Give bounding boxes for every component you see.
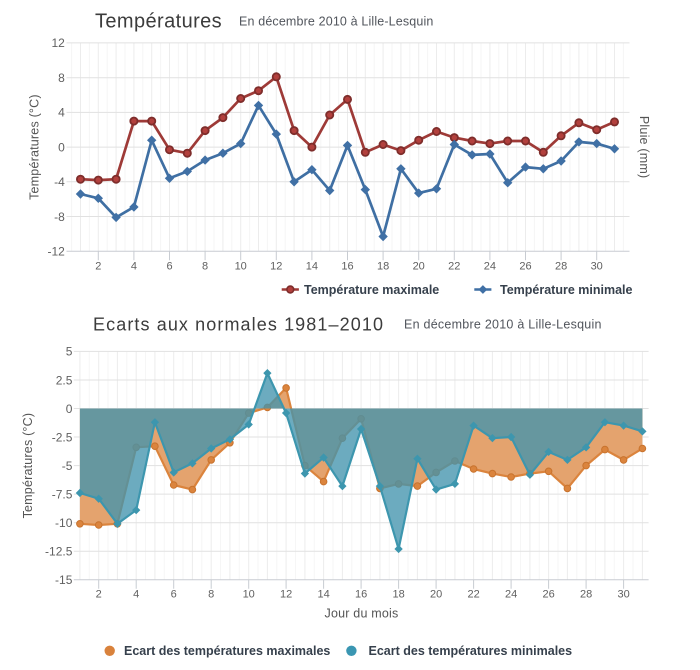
svg-text:2.5: 2.5	[56, 373, 73, 387]
svg-text:4: 4	[131, 261, 137, 273]
svg-text:16: 16	[355, 589, 367, 601]
svg-text:-15: -15	[55, 573, 73, 587]
svg-text:24: 24	[505, 589, 517, 601]
svg-text:-2.5: -2.5	[52, 430, 73, 444]
svg-text:14: 14	[306, 261, 318, 273]
svg-text:10: 10	[243, 589, 255, 601]
svg-text:Ecart des températures minimal: Ecart des températures minimales	[369, 644, 573, 658]
svg-text:Températures (°C): Températures (°C)	[28, 94, 42, 200]
svg-text:Jour du mois: Jour du mois	[325, 607, 399, 621]
svg-text:30: 30	[591, 261, 603, 273]
svg-text:30: 30	[617, 589, 629, 601]
svg-text:Température maximale: Température maximale	[304, 283, 439, 297]
svg-text:-4: -4	[54, 175, 65, 189]
svg-text:Ecarts aux normales 1981–2010: Ecarts aux normales 1981–2010	[93, 315, 384, 335]
svg-text:18: 18	[377, 261, 389, 273]
svg-text:2: 2	[96, 589, 102, 601]
svg-text:Pluie (mm): Pluie (mm)	[637, 116, 651, 178]
svg-text:18: 18	[392, 589, 404, 601]
svg-text:8: 8	[208, 589, 214, 601]
svg-text:12: 12	[280, 589, 292, 601]
svg-text:12: 12	[51, 36, 65, 50]
svg-text:26: 26	[542, 589, 554, 601]
svg-text:8: 8	[202, 261, 208, 273]
svg-text:-10: -10	[55, 516, 73, 530]
svg-text:14: 14	[317, 589, 329, 601]
svg-text:10: 10	[235, 261, 247, 273]
svg-text:En décembre 2010 à Lille-Lesqu: En décembre 2010 à Lille-Lesquin	[404, 318, 602, 332]
svg-text:5: 5	[66, 345, 73, 359]
svg-text:20: 20	[413, 261, 425, 273]
svg-text:Températures (°C): Températures (°C)	[21, 413, 35, 519]
svg-text:8: 8	[58, 71, 65, 85]
svg-text:En décembre 2010 à Lille-Lesqu: En décembre 2010 à Lille-Lesquin	[239, 15, 434, 29]
svg-text:16: 16	[341, 261, 353, 273]
svg-text:24: 24	[484, 261, 496, 273]
svg-text:6: 6	[171, 589, 177, 601]
svg-text:Ecart des températures maximal: Ecart des températures maximales	[124, 644, 330, 658]
svg-text:4: 4	[133, 589, 139, 601]
svg-text:Température minimale: Température minimale	[500, 283, 633, 297]
svg-text:22: 22	[448, 261, 460, 273]
svg-text:22: 22	[467, 589, 479, 601]
svg-text:Températures: Températures	[95, 11, 222, 33]
svg-text:-12.5: -12.5	[45, 545, 73, 559]
svg-text:12: 12	[270, 261, 282, 273]
svg-text:-7.5: -7.5	[52, 487, 73, 501]
svg-text:28: 28	[580, 589, 592, 601]
svg-text:-8: -8	[54, 210, 65, 224]
svg-text:-5: -5	[62, 459, 73, 473]
svg-text:-12: -12	[47, 245, 65, 259]
svg-text:20: 20	[430, 589, 442, 601]
svg-text:4: 4	[58, 106, 65, 120]
svg-text:2: 2	[95, 261, 101, 273]
svg-text:0: 0	[58, 140, 65, 154]
svg-text:6: 6	[166, 261, 172, 273]
svg-text:0: 0	[66, 402, 73, 416]
svg-text:28: 28	[555, 261, 567, 273]
svg-text:26: 26	[519, 261, 531, 273]
